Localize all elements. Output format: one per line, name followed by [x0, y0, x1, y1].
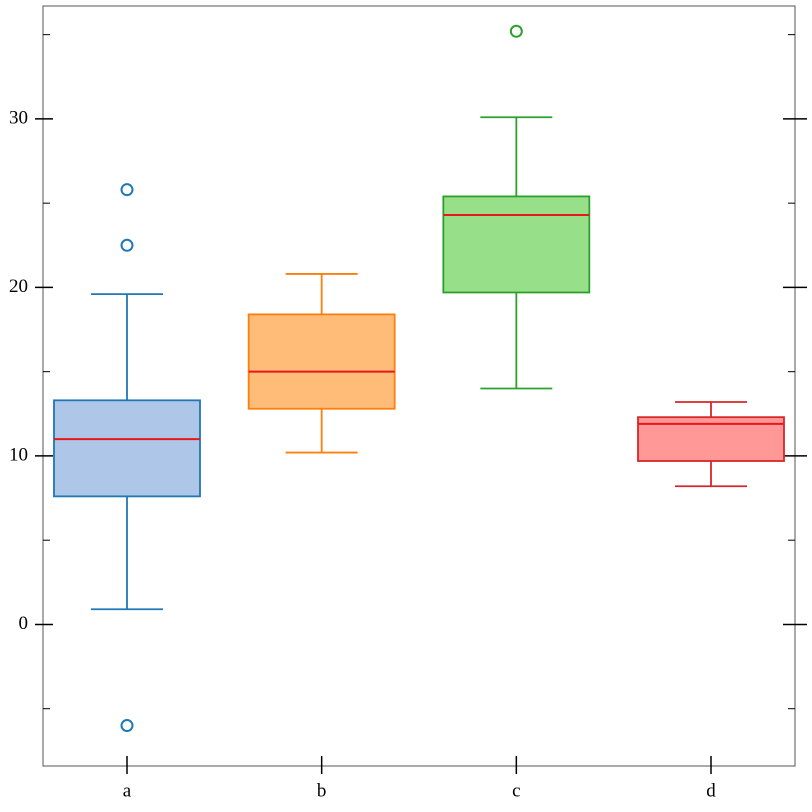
box: [442, 195, 591, 294]
plot-frame: [42, 5, 796, 767]
y-tick-label: 30: [9, 107, 28, 128]
outlier: [120, 238, 134, 252]
outlier: [509, 24, 523, 38]
x-tick-label: c: [512, 780, 520, 801]
outlier: [120, 183, 134, 197]
box: [247, 313, 396, 410]
x-tick-label: a: [123, 780, 132, 801]
y-tick-label: 0: [19, 613, 29, 634]
box: [53, 399, 201, 498]
y-tick-label: 20: [9, 276, 28, 297]
y-tick-label: 10: [9, 444, 28, 465]
x-tick-label: d: [706, 780, 716, 801]
x-tick-label: b: [317, 780, 327, 801]
outlier: [120, 719, 134, 733]
